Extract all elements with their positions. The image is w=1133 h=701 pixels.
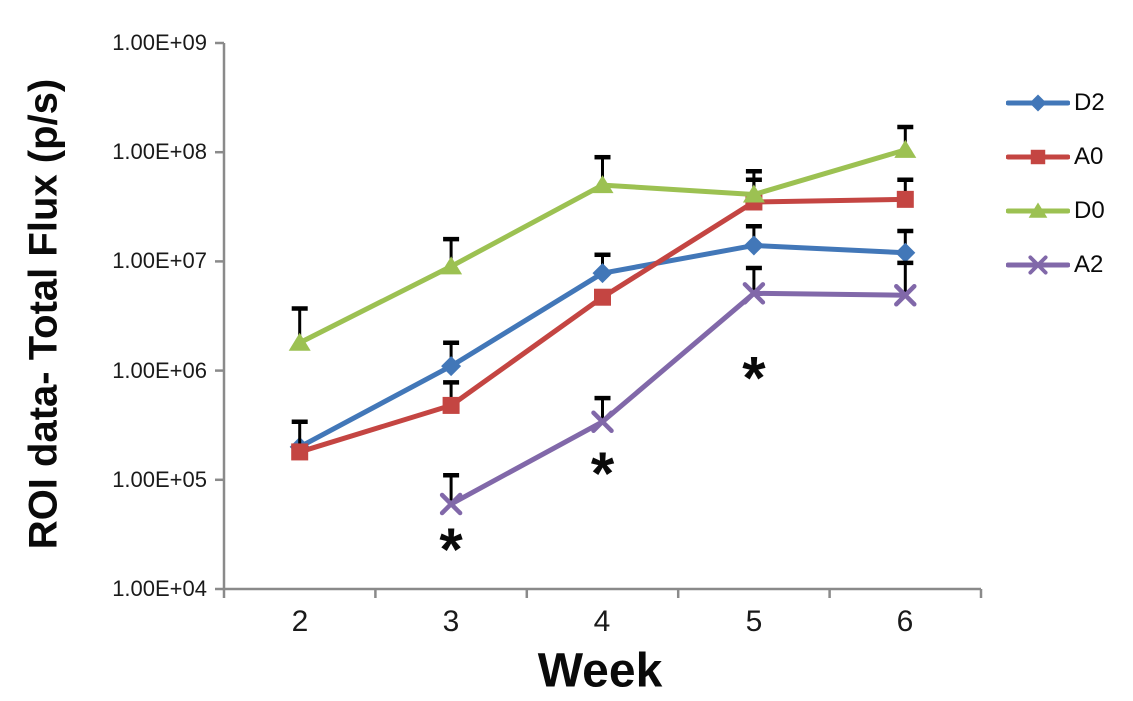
- legend-item-d0: D0: [1006, 197, 1105, 224]
- legend-marker-d2-icon: [1006, 94, 1070, 111]
- legend-label-d2: D2: [1074, 89, 1105, 116]
- legend-label-a0: A0: [1074, 143, 1104, 170]
- legend-label-a2: A2: [1074, 251, 1104, 278]
- significance-asterisk: *: [742, 344, 766, 411]
- x-axis-title: Week: [537, 644, 663, 698]
- legend: D2 A0 D0 A2: [1006, 89, 1105, 278]
- y-axis-title: ROI data- Total Flux (p/s): [21, 78, 66, 550]
- significance-asterisk: *: [591, 440, 615, 507]
- legend-marker-a2-icon: [1006, 254, 1070, 275]
- significance-asterisk: *: [439, 516, 463, 583]
- legend-item-d2: D2: [1006, 89, 1105, 116]
- legend-item-a2: A2: [1006, 251, 1105, 278]
- legend-label-d0: D0: [1074, 197, 1105, 224]
- legend-marker-d0-icon: [1006, 202, 1070, 218]
- legend-marker-a0-icon: [1006, 149, 1070, 164]
- legend-item-a0: A0: [1006, 143, 1105, 170]
